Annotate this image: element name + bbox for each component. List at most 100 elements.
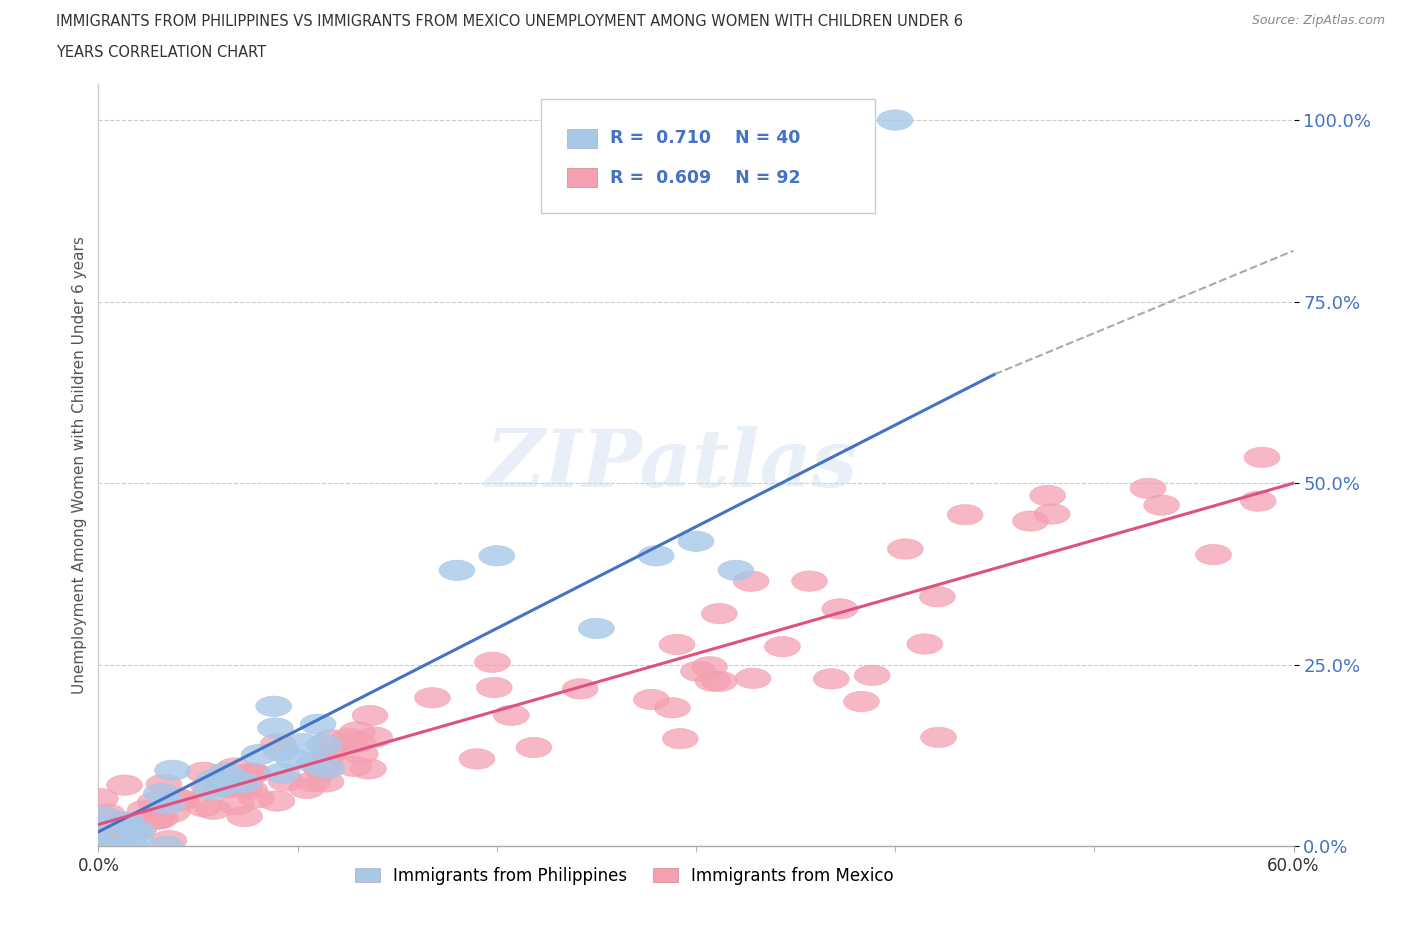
Ellipse shape: [308, 772, 344, 792]
Ellipse shape: [838, 110, 873, 130]
Ellipse shape: [844, 691, 879, 711]
Ellipse shape: [117, 828, 153, 848]
Ellipse shape: [226, 777, 263, 797]
Ellipse shape: [107, 775, 142, 795]
Ellipse shape: [304, 760, 340, 779]
Ellipse shape: [94, 810, 129, 830]
Ellipse shape: [107, 814, 143, 834]
Ellipse shape: [186, 762, 222, 782]
FancyBboxPatch shape: [567, 168, 596, 188]
Ellipse shape: [738, 110, 773, 130]
Ellipse shape: [139, 808, 176, 829]
Ellipse shape: [634, 689, 669, 710]
Ellipse shape: [212, 769, 249, 790]
Ellipse shape: [1012, 511, 1049, 531]
Ellipse shape: [307, 760, 342, 780]
Text: ZIPatlas: ZIPatlas: [486, 426, 858, 504]
Ellipse shape: [1240, 491, 1277, 512]
Text: YEARS CORRELATION CHART: YEARS CORRELATION CHART: [56, 45, 266, 60]
Ellipse shape: [195, 799, 231, 819]
Ellipse shape: [339, 732, 375, 752]
Ellipse shape: [1035, 504, 1070, 525]
Ellipse shape: [475, 652, 510, 672]
Ellipse shape: [307, 735, 342, 755]
Ellipse shape: [948, 505, 983, 525]
Ellipse shape: [269, 771, 304, 791]
Ellipse shape: [1195, 544, 1232, 565]
Ellipse shape: [138, 791, 173, 812]
Text: R =  0.609    N = 92: R = 0.609 N = 92: [610, 169, 800, 187]
Ellipse shape: [214, 776, 249, 796]
Ellipse shape: [264, 763, 299, 783]
Ellipse shape: [86, 834, 121, 855]
Ellipse shape: [84, 806, 120, 827]
Ellipse shape: [149, 836, 184, 857]
Ellipse shape: [120, 820, 155, 841]
Ellipse shape: [314, 730, 349, 751]
Ellipse shape: [256, 696, 291, 716]
Ellipse shape: [186, 796, 222, 817]
Ellipse shape: [792, 571, 828, 591]
Ellipse shape: [149, 794, 186, 814]
Ellipse shape: [163, 790, 200, 811]
Ellipse shape: [263, 741, 299, 762]
Ellipse shape: [218, 794, 254, 815]
Ellipse shape: [208, 763, 243, 783]
Ellipse shape: [191, 777, 226, 797]
Ellipse shape: [655, 698, 690, 718]
Ellipse shape: [143, 783, 180, 804]
Ellipse shape: [718, 560, 754, 580]
Ellipse shape: [284, 733, 321, 753]
Ellipse shape: [233, 764, 270, 784]
Ellipse shape: [678, 531, 714, 551]
Text: Source: ZipAtlas.com: Source: ZipAtlas.com: [1251, 14, 1385, 27]
Ellipse shape: [108, 812, 145, 832]
Ellipse shape: [240, 744, 277, 764]
Ellipse shape: [82, 817, 117, 837]
Ellipse shape: [295, 772, 330, 791]
Ellipse shape: [260, 734, 297, 754]
Ellipse shape: [232, 779, 267, 800]
Ellipse shape: [257, 718, 294, 738]
Ellipse shape: [83, 789, 118, 809]
Ellipse shape: [89, 804, 125, 824]
Ellipse shape: [855, 665, 890, 685]
Ellipse shape: [494, 705, 529, 725]
Ellipse shape: [702, 604, 737, 624]
Ellipse shape: [702, 671, 737, 692]
Ellipse shape: [638, 546, 673, 566]
Ellipse shape: [813, 669, 849, 689]
FancyBboxPatch shape: [541, 99, 876, 213]
Ellipse shape: [516, 737, 551, 758]
Ellipse shape: [259, 790, 295, 811]
Ellipse shape: [907, 634, 943, 654]
Ellipse shape: [797, 110, 834, 130]
Ellipse shape: [311, 742, 346, 763]
Ellipse shape: [1143, 495, 1180, 515]
Ellipse shape: [139, 809, 176, 830]
Ellipse shape: [877, 110, 912, 130]
Ellipse shape: [659, 634, 695, 655]
Ellipse shape: [692, 657, 727, 677]
Ellipse shape: [193, 779, 229, 800]
Ellipse shape: [211, 777, 246, 798]
Ellipse shape: [439, 560, 475, 580]
Ellipse shape: [121, 819, 156, 840]
Ellipse shape: [127, 800, 163, 820]
Ellipse shape: [162, 789, 198, 809]
Ellipse shape: [823, 599, 858, 619]
Ellipse shape: [1029, 485, 1066, 506]
Ellipse shape: [477, 677, 512, 698]
Ellipse shape: [681, 661, 717, 682]
Ellipse shape: [352, 705, 388, 725]
Ellipse shape: [112, 820, 149, 841]
Ellipse shape: [357, 727, 392, 748]
Ellipse shape: [288, 778, 325, 799]
Ellipse shape: [103, 836, 138, 857]
Ellipse shape: [308, 754, 343, 775]
Ellipse shape: [458, 749, 495, 769]
Ellipse shape: [695, 671, 731, 691]
Ellipse shape: [276, 749, 311, 769]
Ellipse shape: [93, 828, 128, 848]
Ellipse shape: [146, 774, 181, 794]
